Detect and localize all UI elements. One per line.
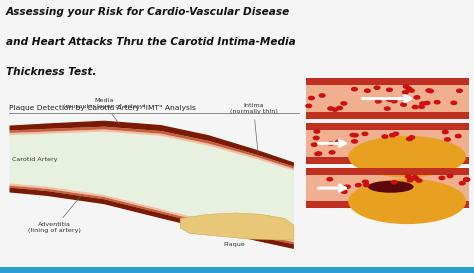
Circle shape: [416, 179, 422, 182]
Circle shape: [337, 106, 342, 110]
Text: Thickness Test.: Thickness Test.: [6, 67, 96, 77]
Circle shape: [356, 183, 361, 187]
Circle shape: [420, 102, 426, 105]
Circle shape: [340, 186, 346, 189]
Circle shape: [314, 130, 320, 133]
Circle shape: [406, 87, 411, 90]
Polygon shape: [180, 213, 294, 240]
Circle shape: [392, 181, 397, 184]
Circle shape: [332, 108, 338, 111]
Circle shape: [365, 89, 370, 92]
Circle shape: [345, 185, 350, 188]
Circle shape: [445, 138, 450, 141]
Circle shape: [311, 143, 317, 146]
Ellipse shape: [368, 181, 414, 193]
Circle shape: [363, 180, 368, 183]
Circle shape: [413, 177, 419, 180]
Circle shape: [401, 103, 406, 106]
Circle shape: [336, 140, 341, 143]
Text: Plaque Detection by Carotid Artery "IMT" Analysis: Plaque Detection by Carotid Artery "IMT"…: [9, 105, 196, 111]
Ellipse shape: [348, 179, 466, 224]
Text: Carotid Artery: Carotid Artery: [12, 157, 57, 162]
Circle shape: [456, 89, 462, 92]
Text: Intima
(normally thin): Intima (normally thin): [229, 103, 278, 153]
Polygon shape: [9, 121, 294, 167]
Circle shape: [390, 133, 395, 137]
Text: Assessing your Risk for Cardio-Vascular Disease: Assessing your Risk for Cardio-Vascular …: [6, 7, 290, 17]
Circle shape: [353, 133, 358, 137]
Polygon shape: [9, 132, 294, 240]
Circle shape: [403, 85, 409, 88]
Circle shape: [327, 178, 333, 181]
FancyBboxPatch shape: [306, 168, 469, 208]
Circle shape: [409, 89, 414, 92]
Polygon shape: [9, 127, 294, 169]
Circle shape: [329, 151, 335, 154]
Circle shape: [459, 182, 465, 185]
Text: Media
(muscular layer of artery): Media (muscular layer of artery): [63, 98, 146, 124]
Circle shape: [442, 130, 448, 134]
Circle shape: [315, 152, 320, 156]
Text: Plaque: Plaque: [224, 224, 246, 247]
Circle shape: [384, 107, 390, 110]
Circle shape: [456, 134, 461, 138]
Circle shape: [375, 100, 381, 103]
Circle shape: [374, 86, 380, 89]
Circle shape: [392, 100, 397, 103]
Circle shape: [402, 91, 408, 94]
Circle shape: [352, 140, 357, 143]
Circle shape: [306, 104, 311, 108]
Circle shape: [409, 136, 415, 139]
Circle shape: [341, 190, 347, 193]
Circle shape: [412, 105, 418, 109]
Circle shape: [316, 152, 322, 155]
Circle shape: [382, 135, 388, 138]
FancyBboxPatch shape: [306, 123, 469, 130]
Circle shape: [412, 176, 418, 179]
Circle shape: [328, 107, 334, 110]
Circle shape: [364, 183, 369, 187]
Circle shape: [319, 94, 325, 97]
Circle shape: [414, 96, 420, 99]
FancyBboxPatch shape: [306, 175, 469, 201]
FancyBboxPatch shape: [306, 123, 469, 164]
Circle shape: [328, 142, 334, 145]
Circle shape: [428, 90, 433, 93]
Ellipse shape: [71, 142, 213, 175]
FancyBboxPatch shape: [306, 130, 469, 157]
Circle shape: [309, 96, 314, 100]
Circle shape: [447, 174, 453, 178]
Polygon shape: [9, 186, 294, 244]
Circle shape: [424, 101, 430, 105]
Polygon shape: [9, 129, 294, 171]
FancyBboxPatch shape: [306, 85, 469, 112]
Circle shape: [407, 179, 413, 182]
Circle shape: [464, 178, 470, 181]
Circle shape: [387, 88, 392, 91]
Circle shape: [393, 132, 399, 135]
FancyBboxPatch shape: [306, 78, 469, 119]
Circle shape: [419, 105, 424, 108]
Circle shape: [464, 178, 469, 181]
Circle shape: [313, 136, 319, 140]
Text: Adventitia
(lining of artery): Adventitia (lining of artery): [28, 195, 81, 233]
Circle shape: [341, 102, 346, 105]
Ellipse shape: [348, 136, 466, 177]
Circle shape: [434, 100, 440, 104]
Circle shape: [362, 132, 368, 135]
Circle shape: [451, 101, 456, 105]
Circle shape: [405, 175, 411, 178]
Polygon shape: [9, 183, 294, 242]
Circle shape: [387, 98, 392, 101]
Circle shape: [426, 89, 432, 92]
Polygon shape: [9, 188, 294, 249]
Circle shape: [407, 137, 412, 141]
Circle shape: [350, 133, 356, 137]
Text: and Heart Attacks Thru the Carotid Intima-Media: and Heart Attacks Thru the Carotid Intim…: [6, 37, 295, 47]
FancyBboxPatch shape: [306, 168, 469, 175]
Circle shape: [352, 88, 357, 91]
Bar: [0, 267, 474, 273]
Circle shape: [439, 176, 445, 180]
